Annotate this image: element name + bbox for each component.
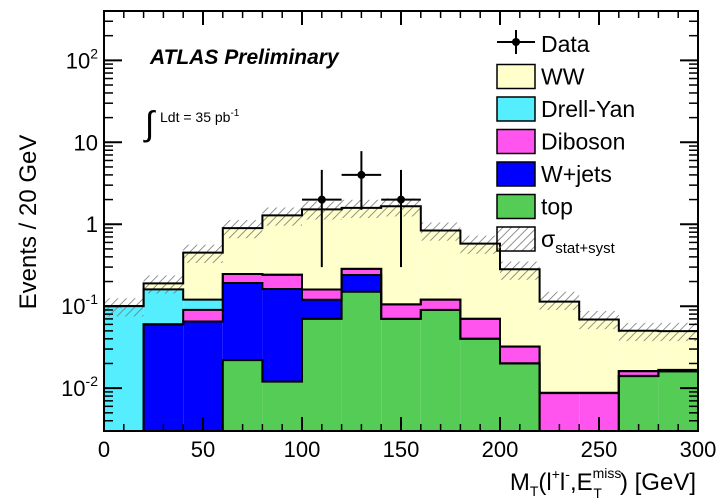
bar-top-8 [420, 309, 461, 431]
uncertainty-band [104, 198, 698, 342]
lumi-integral-sign: ∫ [143, 105, 156, 143]
bar-diboson-10 [500, 346, 540, 364]
stacked-histogram [104, 206, 698, 431]
bar-diboson-7 [381, 304, 421, 319]
y-tick-label-0.01: 10-2 [61, 373, 98, 401]
legend: Data WW Drell-Yan Diboson W+jets top σstat+sys… [496, 30, 635, 257]
bar-drell-yan-1 [143, 289, 184, 325]
legend-label-w-jets: W+jets [541, 161, 612, 187]
x-tick-label-150: 150 [383, 437, 420, 462]
x-tick-label-50: 50 [191, 437, 215, 462]
legend-swatch-uncertainty [496, 226, 536, 252]
bar-top-5 [302, 318, 342, 431]
uncertainty-bin-13 [618, 322, 659, 342]
bar-diboson-3 [222, 274, 263, 283]
bar-drell-yan-2 [183, 299, 223, 310]
uncertainty-bin-0 [104, 298, 144, 317]
bar-w-jets-4 [262, 289, 302, 382]
legend-marker-data [512, 38, 520, 46]
legend-label-top: top [541, 194, 573, 220]
x-tick-label-0: 0 [98, 437, 110, 462]
uncertainty-bin-10 [500, 261, 540, 280]
uncertainty-bin-8 [420, 222, 461, 241]
bar-top-10 [500, 363, 540, 431]
uncertainty-bin-4 [262, 207, 302, 226]
data-points [302, 151, 421, 268]
bar-ww-10 [500, 269, 540, 347]
legend-label-drell-yan: Drell-Yan [541, 96, 635, 122]
bar-drell-yan-0 [104, 306, 144, 431]
bar-ww-9 [460, 243, 500, 319]
stack-outlines [104, 205, 698, 431]
bar-w-jets-3 [222, 282, 263, 361]
x-axis-label: MT(l+l-,Emiss T) [GeV] [510, 465, 696, 501]
bar-diboson-6 [341, 268, 382, 276]
y-tick-label-100: 102 [66, 45, 98, 73]
x-tick-label-100: 100 [284, 437, 321, 462]
bar-w-jets-6 [341, 275, 382, 292]
bar-ww-8 [420, 230, 461, 300]
legend-label-diboson: Diboson [541, 129, 625, 155]
legend-swatch-top [496, 193, 536, 220]
bar-w-jets-5 [302, 299, 342, 319]
uncertainty-bin-9 [460, 235, 500, 254]
y-tick-label-0.1: 10-1 [61, 291, 98, 319]
y-axis-label: Events / 20 GeV [15, 135, 42, 310]
uncertainty-bin-1 [143, 275, 184, 294]
legend-swatch-drell-yan [496, 96, 536, 122]
x-tick-label-250: 250 [581, 437, 618, 462]
bar-diboson-5 [302, 289, 342, 300]
x-tick-label-200: 200 [482, 437, 519, 462]
bar-top-3 [222, 360, 263, 431]
bar-top-4 [262, 381, 302, 431]
bar-top-6 [341, 291, 382, 431]
bar-top-9 [460, 338, 500, 431]
legend-label-data: Data [541, 31, 590, 57]
bar-diboson-2 [183, 309, 223, 322]
y-tick-label-1: 1 [86, 212, 98, 237]
x-tick-label-300: 300 [680, 437, 717, 462]
axes: 0 50 100 150 200 250 300 10-2 10-1 1 10 102 [61, 10, 717, 462]
data-point-0 [317, 195, 326, 204]
uncertainty-bin-3 [222, 220, 263, 239]
data-point-2 [397, 195, 405, 204]
legend-swatch-w-jets [496, 161, 536, 187]
bar-w-jets-2 [183, 321, 223, 431]
bar-ww-12 [579, 319, 619, 393]
data-point-1 [357, 170, 366, 179]
y-tick-label-10: 10 [74, 130, 98, 155]
legend-swatch-diboson [496, 128, 536, 155]
uncertainty-bin-2 [183, 244, 223, 263]
bar-top-13 [618, 376, 659, 431]
bar-top-7 [381, 318, 421, 431]
bar-diboson-13 [618, 371, 659, 376]
bar-diboson-9 [460, 318, 500, 339]
legend-label-uncertainty: σstat+syst [541, 226, 616, 257]
outline-drell-yan [104, 267, 698, 394]
legend-swatch-ww [496, 63, 536, 90]
legend-label-ww: WW [541, 64, 585, 90]
bar-diboson-8 [420, 299, 461, 310]
lumi-label: Ldt = 35 pb-1 [160, 108, 240, 125]
bar-ww-6 [341, 207, 382, 269]
experiment-label: ATLAS Preliminary [149, 46, 340, 69]
outline-w-jets [142, 274, 698, 431]
bar-diboson-4 [262, 274, 302, 290]
bar-ww-11 [539, 301, 580, 393]
bar-w-jets-1 [143, 324, 184, 431]
